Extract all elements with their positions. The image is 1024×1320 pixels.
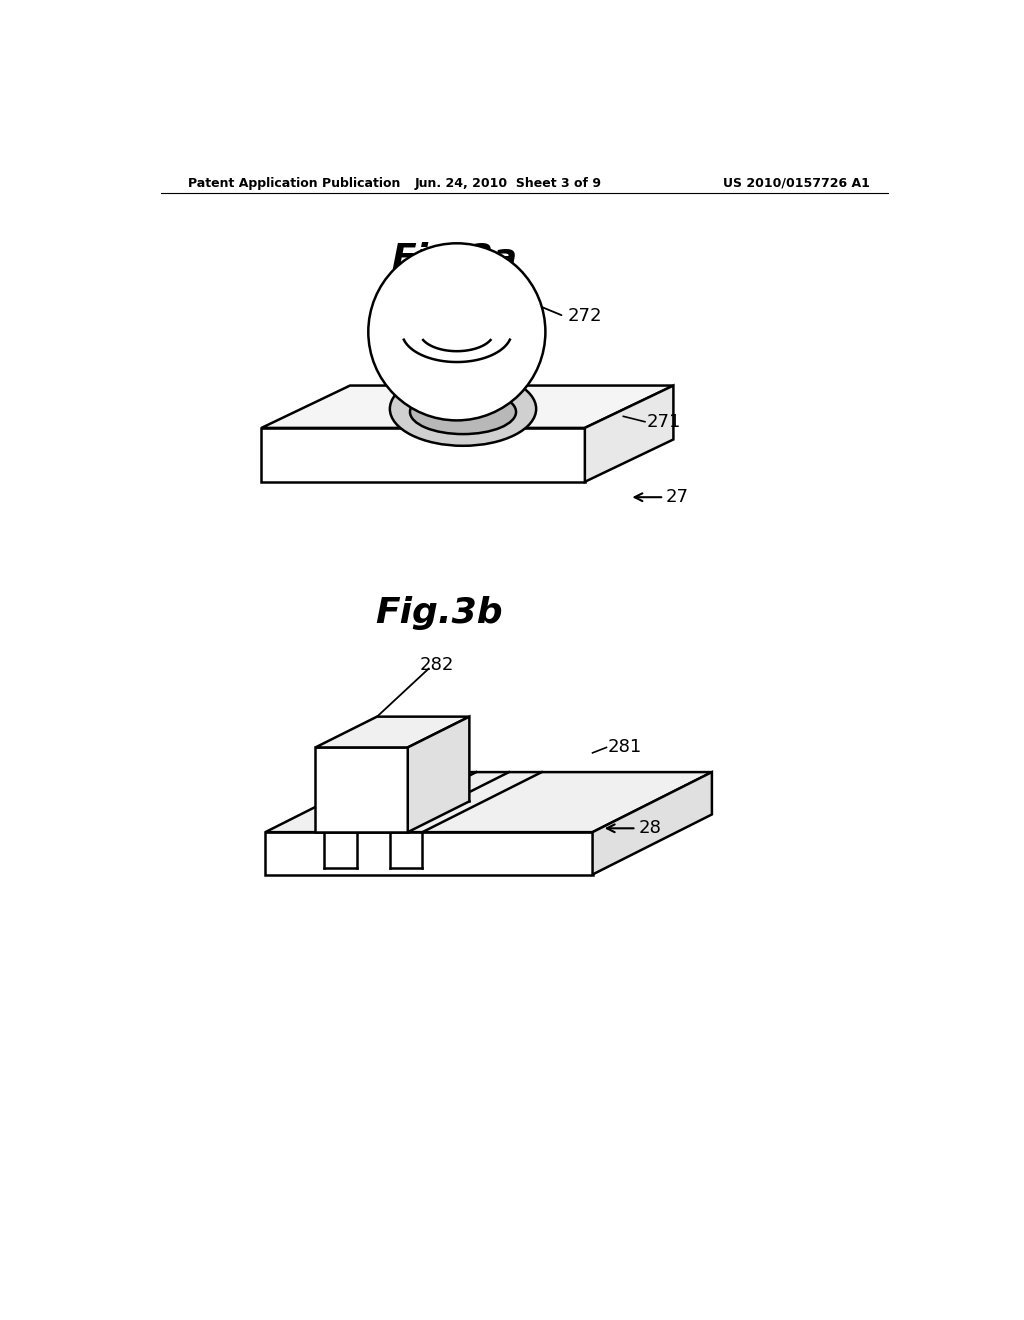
Polygon shape bbox=[585, 385, 674, 482]
Text: Patent Application Publication: Patent Application Publication bbox=[188, 177, 400, 190]
Circle shape bbox=[369, 243, 546, 420]
Text: 272: 272 bbox=[567, 308, 602, 325]
Polygon shape bbox=[265, 832, 593, 875]
Text: US 2010/0157726 A1: US 2010/0157726 A1 bbox=[723, 177, 869, 190]
Text: 281: 281 bbox=[608, 738, 642, 756]
Ellipse shape bbox=[410, 389, 516, 434]
Text: 282: 282 bbox=[419, 656, 454, 675]
Polygon shape bbox=[593, 772, 712, 875]
Polygon shape bbox=[261, 385, 674, 428]
Polygon shape bbox=[265, 772, 712, 832]
Polygon shape bbox=[315, 717, 469, 747]
Text: 27: 27 bbox=[666, 488, 689, 506]
Polygon shape bbox=[315, 747, 408, 832]
Text: Fig.3a: Fig.3a bbox=[391, 242, 517, 276]
Polygon shape bbox=[261, 428, 585, 482]
Polygon shape bbox=[408, 717, 469, 832]
Text: 28: 28 bbox=[639, 820, 662, 837]
Text: Fig.3b: Fig.3b bbox=[375, 595, 503, 630]
Text: Jun. 24, 2010  Sheet 3 of 9: Jun. 24, 2010 Sheet 3 of 9 bbox=[415, 177, 601, 190]
Text: 271: 271 bbox=[646, 413, 681, 430]
Ellipse shape bbox=[390, 372, 537, 446]
